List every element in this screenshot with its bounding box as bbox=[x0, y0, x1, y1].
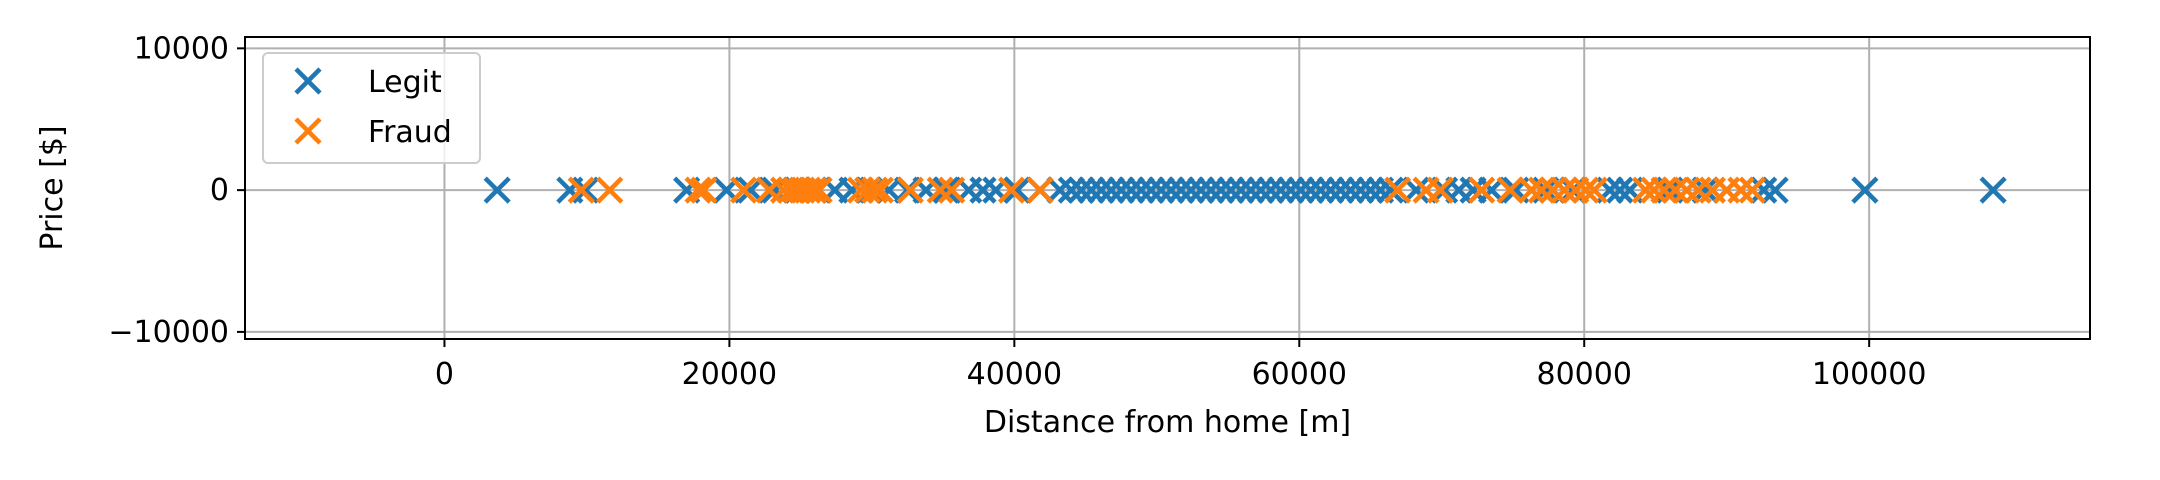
legit-point bbox=[1277, 176, 1305, 204]
fraud-point bbox=[926, 176, 954, 204]
legit-point bbox=[1356, 176, 1385, 204]
legit-point bbox=[1077, 176, 1105, 204]
x-axis-label: Distance from home [m] bbox=[984, 405, 1351, 440]
legit-point bbox=[1346, 176, 1375, 204]
legit-point bbox=[1750, 176, 1778, 204]
legit-point bbox=[1851, 176, 1879, 204]
fraud-point bbox=[1496, 176, 1524, 204]
fraud-point bbox=[1738, 176, 1766, 204]
y-tick-label: −10000 bbox=[108, 315, 229, 350]
legit-point bbox=[932, 176, 960, 204]
legit-point bbox=[1127, 176, 1155, 204]
legit-point bbox=[1057, 176, 1085, 204]
x-axis: 0 20000 40000 60000 80000 100000 bbox=[435, 339, 1927, 392]
fraud-point bbox=[1550, 176, 1578, 204]
data-marks bbox=[483, 176, 2007, 204]
fraud-point bbox=[1383, 176, 1412, 204]
fraud-point bbox=[1539, 176, 1567, 204]
legit-point bbox=[1003, 176, 1031, 204]
legit-point bbox=[1167, 176, 1195, 204]
legit-point bbox=[1257, 176, 1285, 204]
y-tick-label: 0 bbox=[210, 173, 229, 208]
legit-point bbox=[1267, 176, 1295, 204]
fraud-point bbox=[596, 176, 624, 204]
legit-point bbox=[1287, 176, 1315, 204]
fraud-point bbox=[1580, 176, 1608, 204]
legit-legend-label: Legit bbox=[368, 65, 442, 100]
x-tick-label: 0 bbox=[435, 357, 454, 392]
legit-point bbox=[1147, 176, 1175, 204]
fraud-legend-label: Fraud bbox=[368, 115, 452, 150]
fraud-point bbox=[866, 176, 895, 204]
fraud-point bbox=[1650, 176, 1678, 204]
legit-point bbox=[1327, 176, 1355, 204]
legit-point bbox=[1336, 176, 1365, 204]
fraud-point bbox=[567, 176, 595, 204]
fraud-point bbox=[896, 176, 924, 204]
fraud-point bbox=[1640, 176, 1668, 204]
legit-point bbox=[1107, 176, 1135, 204]
x-tick-label: 80000 bbox=[1537, 357, 1632, 392]
legit-point bbox=[1207, 176, 1235, 204]
legit-point bbox=[1307, 176, 1335, 204]
fraud-point bbox=[799, 176, 828, 204]
fraud-point bbox=[1673, 176, 1701, 204]
legit-point bbox=[1137, 176, 1165, 204]
fraud-point bbox=[690, 176, 718, 204]
y-axis: −10000 0 10000 bbox=[108, 31, 245, 350]
legit-point bbox=[1087, 176, 1115, 204]
legit-point bbox=[1979, 176, 2007, 204]
fraud-point bbox=[805, 176, 833, 204]
fraud-point bbox=[684, 176, 712, 204]
legit-point bbox=[1376, 176, 1405, 204]
legit-point bbox=[1237, 176, 1265, 204]
legit-point bbox=[571, 176, 600, 204]
fraud-point bbox=[1661, 176, 1690, 204]
fraud-point bbox=[730, 176, 758, 204]
legit-point bbox=[1177, 176, 1205, 204]
fraud-point bbox=[861, 176, 889, 204]
legit-point bbox=[1046, 176, 1074, 204]
x-tick-label: 40000 bbox=[967, 357, 1062, 392]
fraud-point bbox=[1727, 176, 1755, 204]
x-tick-label: 60000 bbox=[1252, 357, 1347, 392]
legit-point bbox=[1761, 176, 1789, 204]
legit-point bbox=[1297, 176, 1325, 204]
legend-box bbox=[262, 52, 481, 164]
legit-point bbox=[1117, 176, 1145, 204]
fraud-point bbox=[1527, 176, 1556, 204]
x-tick-label: 20000 bbox=[682, 357, 777, 392]
fraud-point bbox=[1026, 176, 1054, 204]
legit-point bbox=[1157, 176, 1185, 204]
legit-point bbox=[1227, 176, 1255, 204]
fraud-point bbox=[997, 176, 1026, 204]
plot-frame bbox=[244, 36, 2091, 340]
legit-point bbox=[483, 176, 511, 204]
fraud-point bbox=[794, 176, 822, 204]
legit-point bbox=[1197, 176, 1225, 204]
fraud-point bbox=[1426, 176, 1454, 204]
legend: Legit Fraud bbox=[262, 52, 481, 164]
x-tick-label: 100000 bbox=[1812, 357, 1927, 392]
legit-point bbox=[1247, 176, 1275, 204]
legit-legend-marker bbox=[294, 67, 322, 95]
legit-point bbox=[1067, 176, 1095, 204]
fraud-legend-marker bbox=[294, 117, 322, 145]
fraud-point bbox=[1517, 176, 1546, 204]
legit-point bbox=[1217, 176, 1245, 204]
y-axis-label: Price [$] bbox=[35, 125, 70, 250]
legit-point bbox=[1317, 176, 1345, 204]
legit-point bbox=[1097, 176, 1125, 204]
y-tick-label: 10000 bbox=[134, 31, 229, 66]
fraud-point bbox=[1572, 176, 1600, 204]
legit-point bbox=[1606, 176, 1634, 204]
legit-point bbox=[1187, 176, 1215, 204]
fraud-point bbox=[938, 176, 966, 204]
fraud-point bbox=[1468, 176, 1496, 204]
